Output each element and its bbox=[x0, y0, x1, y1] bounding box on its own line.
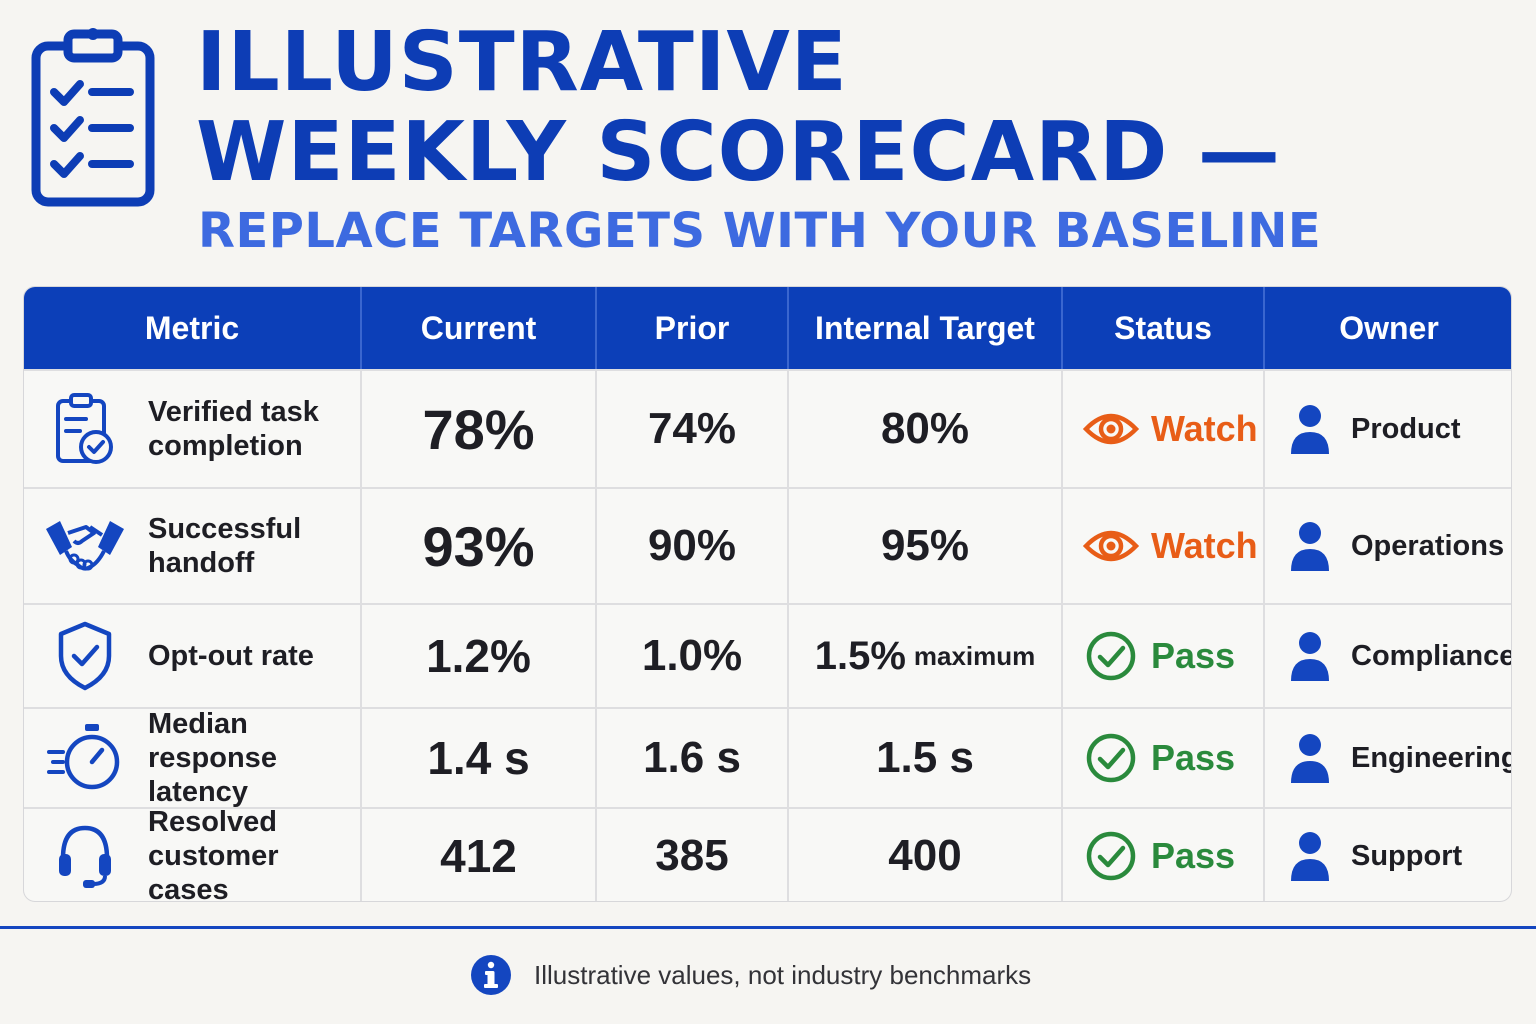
info-icon bbox=[471, 955, 511, 995]
metric-cell: Resolved customer cases bbox=[24, 806, 362, 901]
scorecard-table: Metric Current Prior Internal Target Sta… bbox=[23, 286, 1512, 902]
prior-value: 1.6 s bbox=[597, 709, 789, 807]
target-value: 1.5 s bbox=[789, 709, 1063, 807]
owner-cell: Support bbox=[1265, 809, 1511, 901]
target-suffix: maximum bbox=[913, 640, 1036, 671]
page-header: ILLUSTRATIVE WEEKLY SCORECARD — REPLACE … bbox=[0, 0, 1536, 280]
headset-icon bbox=[42, 818, 128, 894]
check-circle-icon bbox=[1083, 628, 1139, 684]
footnote-text: Illustrative values, not industry benchm… bbox=[534, 959, 1032, 990]
prior-value: 1.0% bbox=[597, 605, 789, 707]
owner-cell: Compliance bbox=[1265, 605, 1512, 707]
shield-check-icon bbox=[42, 618, 128, 694]
table-row: Opt-out rate 1.2% 1.0% 1.5% maximum Pass… bbox=[24, 603, 1512, 707]
column-header-metric: Metric bbox=[24, 287, 362, 369]
column-header-current: Current bbox=[362, 287, 597, 369]
status-cell: Watch bbox=[1063, 489, 1265, 603]
clipboard-checklist-icon bbox=[31, 28, 155, 207]
table-row: Verified task completion 78% 74% 80% Wat… bbox=[24, 369, 1511, 487]
column-header-prior: Prior bbox=[597, 287, 789, 369]
current-value: 93% bbox=[362, 489, 597, 603]
status-label: Pass bbox=[1151, 737, 1236, 778]
person-icon bbox=[1291, 522, 1329, 571]
person-icon bbox=[1291, 632, 1329, 681]
prior-value: 74% bbox=[597, 371, 789, 487]
status-cell: Pass bbox=[1063, 709, 1265, 807]
prior-value: 90% bbox=[597, 489, 789, 603]
eye-icon bbox=[1083, 518, 1139, 574]
owner-label: Engineering bbox=[1351, 741, 1512, 774]
person-icon bbox=[1291, 832, 1329, 881]
status-cell: Pass bbox=[1063, 809, 1265, 901]
target-value: 95% bbox=[789, 489, 1063, 603]
metric-label: Verified task completion bbox=[148, 396, 319, 462]
owner-cell: Engineering bbox=[1265, 709, 1512, 807]
handshake-icon bbox=[42, 508, 128, 584]
owner-label: Operations bbox=[1351, 529, 1505, 562]
target-value: 80% bbox=[789, 371, 1063, 487]
status-label: Pass bbox=[1151, 635, 1236, 676]
clipboard-check-icon bbox=[42, 391, 128, 467]
stopwatch-icon bbox=[42, 720, 128, 796]
eye-icon bbox=[1083, 401, 1139, 457]
owner-cell: Operations bbox=[1265, 489, 1511, 603]
current-value: 412 bbox=[362, 809, 597, 901]
table-row: Resolved customer cases 412 385 400 Pass… bbox=[24, 806, 1511, 901]
status-label: Pass bbox=[1151, 835, 1236, 876]
person-icon bbox=[1291, 734, 1329, 783]
status-cell: Watch bbox=[1063, 371, 1265, 487]
owner-label: Compliance bbox=[1351, 639, 1512, 672]
page-title-line-1: ILLUSTRATIVE bbox=[196, 15, 848, 110]
target-cell: 1.5% maximum bbox=[789, 605, 1063, 707]
footer-divider bbox=[0, 926, 1536, 929]
table-header-row: Metric Current Prior Internal Target Sta… bbox=[24, 287, 1511, 369]
status-cell: Pass bbox=[1063, 605, 1265, 707]
footnote: Illustrative values, not industry benchm… bbox=[470, 952, 1031, 998]
status-label: Watch bbox=[1151, 525, 1258, 566]
target-value: 1.5% bbox=[814, 633, 906, 678]
person-icon bbox=[1291, 405, 1329, 454]
table-row: Median response latency 1.4 s 1.6 s 1.5 … bbox=[24, 707, 1512, 808]
column-header-status: Status bbox=[1063, 287, 1265, 369]
metric-label: Resolved customer cases bbox=[148, 806, 279, 902]
owner-cell: Product bbox=[1265, 371, 1511, 487]
owner-label: Support bbox=[1351, 839, 1463, 872]
check-circle-icon bbox=[1083, 730, 1139, 786]
current-value: 1.4 s bbox=[362, 709, 597, 807]
owner-label: Product bbox=[1351, 412, 1461, 445]
page-title-line-2: WEEKLY SCORECARD — bbox=[196, 105, 1281, 200]
metric-label: Median response latency bbox=[148, 708, 277, 808]
metric-label: Successful handoff bbox=[148, 513, 302, 579]
metric-cell: Verified task completion bbox=[24, 371, 362, 487]
check-circle-icon bbox=[1083, 828, 1139, 884]
page-subtitle: REPLACE TARGETS WITH YOUR BASELINE bbox=[198, 203, 1322, 259]
prior-value: 385 bbox=[597, 809, 789, 901]
current-value: 78% bbox=[362, 371, 597, 487]
metric-cell: Opt-out rate bbox=[24, 605, 362, 707]
current-value: 1.2% bbox=[362, 605, 597, 707]
metric-cell: Median response latency bbox=[24, 708, 362, 808]
column-header-internal-target: Internal Target bbox=[789, 287, 1063, 369]
target-value: 400 bbox=[789, 809, 1063, 901]
status-label: Watch bbox=[1151, 408, 1258, 449]
metric-cell: Successful handoff bbox=[24, 489, 362, 603]
column-header-owner: Owner bbox=[1339, 309, 1439, 346]
metric-label: Opt-out rate bbox=[148, 640, 314, 672]
table-row: Successful handoff 93% 90% 95% Watch Ope… bbox=[24, 487, 1511, 603]
